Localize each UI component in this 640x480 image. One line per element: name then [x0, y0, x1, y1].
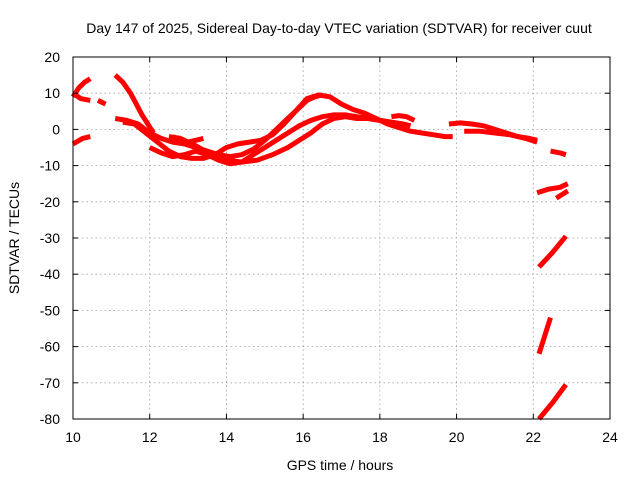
axis-ticks: 10 12 14 16 18 20 22 24 20 10 0 -10 -20 -30 -40 -50 -60 -… — [40, 49, 618, 445]
series-arc-r — [536, 316, 553, 355]
plot-frame — [72, 56, 611, 420]
y-tick-label: 10 — [44, 85, 60, 101]
grid — [73, 57, 610, 419]
y-tick-label: -20 — [40, 194, 60, 210]
series-arc-c — [71, 134, 91, 147]
y-tick-label: 0 — [52, 121, 60, 137]
x-tick-label: 22 — [525, 429, 541, 445]
series-arc-i — [148, 112, 412, 167]
series-arc-e — [113, 73, 156, 135]
series-arc-b — [70, 76, 92, 99]
y-tick-label: -60 — [40, 339, 60, 355]
x-tick-label: 16 — [295, 429, 311, 445]
series-arc-o — [536, 181, 569, 196]
y-axis-label: SDTVAR / TECUs — [6, 182, 22, 294]
x-tick-label: 12 — [142, 429, 158, 445]
chart-title: Day 147 of 2025, Sidereal Day-to-day VTE… — [86, 20, 592, 36]
series-arc-s — [537, 383, 568, 421]
series-arc-j — [171, 134, 204, 145]
x-tick-label: 10 — [65, 429, 81, 445]
series-arc-k — [391, 113, 416, 123]
x-tick-label: 18 — [372, 429, 388, 445]
x-tick-label: 14 — [219, 429, 235, 445]
series-arc-m — [464, 128, 538, 145]
y-tick-label: -80 — [40, 411, 60, 427]
x-tick-label: 20 — [449, 429, 465, 445]
data-series — [70, 73, 570, 421]
x-axis-label: GPS time / hours — [287, 457, 394, 473]
y-tick-label: 20 — [44, 49, 60, 65]
y-tick-label: -70 — [40, 375, 60, 391]
x-tick-label: 24 — [602, 429, 618, 445]
series-arc-p — [554, 188, 570, 201]
y-tick-label: -10 — [40, 158, 60, 174]
y-tick-label: -40 — [40, 266, 60, 282]
y-tick-label: -30 — [40, 230, 60, 246]
series-arc-d — [96, 98, 107, 107]
series-arc-n — [550, 148, 567, 158]
series-arc-q — [537, 234, 568, 269]
y-tick-label: -50 — [40, 302, 60, 318]
